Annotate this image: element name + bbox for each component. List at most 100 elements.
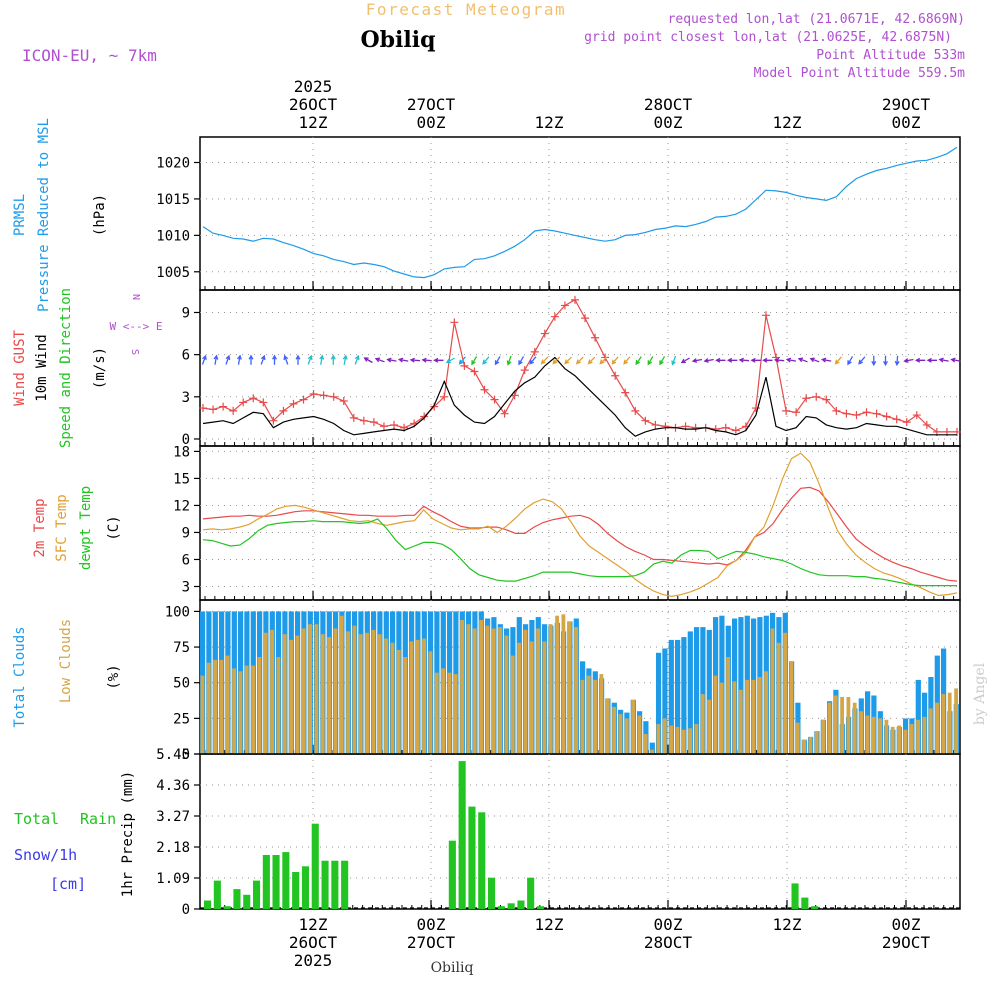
rain-bar <box>301 866 309 909</box>
compass-s: S <box>129 349 140 355</box>
low-cloud-bar <box>352 625 357 754</box>
low-cloud-bar <box>840 697 844 754</box>
wind-arrow <box>494 356 501 366</box>
wind-arrow <box>797 357 808 363</box>
low-cloud-bar <box>365 632 369 754</box>
low-cloud-bar <box>282 634 287 754</box>
gust-marker <box>219 402 228 411</box>
low-cloud-bar <box>238 671 243 754</box>
wind-arrow <box>834 356 842 365</box>
low-cloud-bar <box>707 699 711 754</box>
low-cloud-bar <box>371 629 376 754</box>
y-tick-label: 9 <box>182 305 190 321</box>
wind-arrow <box>540 356 549 365</box>
low-cloud-bar <box>567 621 572 754</box>
low-cloud-bar <box>922 716 927 754</box>
top-time-label: 28OCT <box>644 95 693 114</box>
temp-label-sfc: SFC Temp <box>54 494 70 561</box>
low-cloud-bar <box>859 711 863 754</box>
low-cloud-bar <box>320 634 325 754</box>
gust-marker <box>842 409 851 418</box>
wind-arrow <box>750 357 761 363</box>
wind-arrow <box>809 357 820 363</box>
series-line-dewpt-temp <box>202 518 957 587</box>
top-time-label: 12Z <box>299 113 328 132</box>
wind-arrow <box>397 357 409 363</box>
y-tick-label: 6 <box>182 552 190 568</box>
low-cloud-bar <box>390 642 395 754</box>
y-tick-label: 9 <box>182 525 190 541</box>
y-tick-label: 4.36 <box>156 778 190 794</box>
rain-bar <box>253 880 261 909</box>
low-cloud-bar <box>650 749 654 754</box>
y-tick-label: 5.45 <box>156 747 190 763</box>
temperature-panel: 3 6 9 12 15 18 <box>173 444 961 601</box>
total-cloud-bar <box>738 617 744 754</box>
low-cloud-bar <box>631 699 635 754</box>
wind-arrow <box>421 357 432 363</box>
wind-arrow <box>260 354 266 365</box>
gust-marker <box>199 404 207 413</box>
wind-arrow <box>894 355 900 367</box>
low-cloud-bar <box>890 726 895 754</box>
low-cloud-bar <box>871 716 876 754</box>
low-cloud-bar <box>827 702 832 754</box>
wind-arrow <box>914 357 926 363</box>
gust-marker <box>912 411 921 420</box>
low-cloud-bar <box>219 659 224 754</box>
low-cloud-bar <box>719 682 724 754</box>
wind-label-gust: Wind GUST <box>12 330 28 406</box>
low-cloud-bar <box>846 697 851 754</box>
wind-arrow <box>599 356 608 365</box>
low-cloud-bar <box>327 637 331 754</box>
low-cloud-bar <box>694 724 699 754</box>
rain-bar <box>341 860 349 909</box>
panel-frame <box>199 445 961 601</box>
low-cloud-bar <box>751 679 756 754</box>
wind-arrow <box>938 357 949 363</box>
wind-arrow <box>726 357 738 363</box>
gust-marker <box>792 408 801 417</box>
y-tick-label: 1.09 <box>156 871 190 887</box>
low-cloud-bar <box>897 725 901 754</box>
rain-bar <box>233 889 241 909</box>
wind-arrow <box>433 357 444 363</box>
low-cloud-bar <box>776 642 781 754</box>
wind-label-dir: Speed and Direction <box>58 288 74 448</box>
y-tick-label: 2.18 <box>156 840 190 856</box>
wind-arrow <box>445 357 455 364</box>
top-time-label: 27OCT <box>407 95 456 114</box>
y-tick-label: 25 <box>173 711 190 727</box>
pressure-labels: PRMSL Pressure Reduced to MSL (hPa) <box>12 118 108 312</box>
wind-arrow <box>552 356 561 365</box>
rain-bar <box>791 883 799 909</box>
point-altitude: Point Altitude 533m <box>816 48 965 63</box>
wind-arrow <box>659 356 666 366</box>
gust-marker <box>570 295 579 304</box>
low-cloud-bar <box>485 625 490 754</box>
rain-bar <box>448 840 456 909</box>
top-time-label: 2025 <box>294 77 333 96</box>
low-cloud-bar <box>852 702 857 754</box>
y-tick-label: 1015 <box>156 192 190 208</box>
gust-marker <box>581 314 590 323</box>
precip-panel: 0 1.09 2.18 3.27 4.36 5.45 <box>156 747 961 918</box>
gust-marker <box>259 398 268 407</box>
compass-we: W <--> E <box>110 320 163 333</box>
low-cloud-bar <box>757 677 762 754</box>
gust-marker <box>420 412 429 421</box>
low-cloud-bar <box>814 731 819 754</box>
bottom-time-label: 12Z <box>299 915 328 934</box>
total-cloud-bar <box>675 639 681 754</box>
low-cloud-bar <box>580 679 585 754</box>
gust-marker <box>369 418 378 427</box>
rain-bar <box>292 872 300 909</box>
top-time-label: 00Z <box>654 113 683 132</box>
low-cloud-bar <box>244 665 249 754</box>
y-tick-label: 50 <box>173 676 190 692</box>
wind-arrow <box>295 354 301 365</box>
gust-marker <box>450 318 459 327</box>
low-cloud-bar <box>479 620 483 754</box>
gust-marker <box>339 397 348 406</box>
